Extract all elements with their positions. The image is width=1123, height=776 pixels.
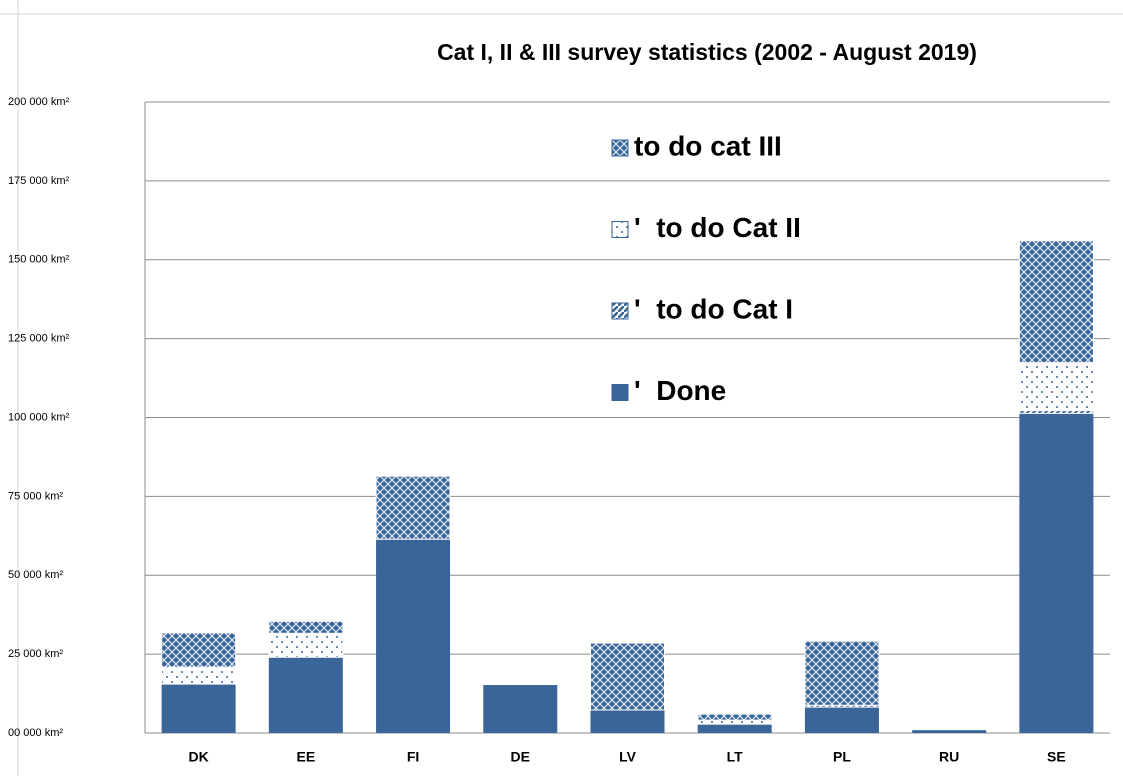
bar-segment — [1018, 240, 1094, 364]
legend-swatch — [611, 221, 629, 238]
x-tick-label: DK — [188, 749, 208, 765]
legend-swatch — [611, 384, 629, 401]
y-tick-label: 100 000 km² — [8, 411, 69, 423]
bar-segment — [697, 713, 773, 721]
y-tick-label: 200 000 km² — [8, 96, 69, 108]
x-tick-label: LT — [727, 749, 744, 765]
y-tick-label: 125 000 km² — [8, 333, 69, 345]
legend-label: to do cat III — [634, 130, 782, 161]
chart-title: Cat I, II & III survey statistics (2002 … — [437, 39, 977, 65]
legend-swatch — [611, 139, 629, 157]
bar-segment — [697, 719, 773, 725]
x-tick-label: LV — [619, 749, 637, 765]
bar-segment — [697, 724, 772, 733]
bar-segment — [268, 620, 344, 634]
bar-segment — [1019, 413, 1094, 733]
x-tick-label: RU — [939, 749, 959, 765]
x-tick-label: DE — [511, 749, 530, 765]
x-tick-label: PL — [833, 749, 851, 765]
y-tick-label: 75 000 km² — [8, 490, 63, 502]
legend-label: ' to do Cat I — [634, 293, 793, 324]
bar-segment — [804, 640, 880, 706]
y-tick-label: 175 000 km² — [8, 175, 69, 187]
bar-segment — [375, 475, 451, 540]
y-tick-label: 150 000 km² — [8, 254, 69, 266]
bar-segment — [268, 657, 343, 733]
bar-segment — [804, 707, 879, 733]
y-tick-label: 00 000 km² — [8, 727, 63, 739]
y-tick-label: 50 000 km² — [8, 569, 63, 581]
bar-segment — [161, 666, 237, 685]
bar-segment — [590, 642, 665, 711]
bar-segment — [161, 632, 237, 668]
x-tick-label: EE — [296, 749, 315, 765]
bar-segment — [912, 730, 987, 733]
bar-segment — [483, 685, 558, 733]
bar-segment — [376, 539, 451, 733]
bar-segment — [1018, 362, 1094, 412]
legend-label: ' Done — [634, 375, 726, 406]
bar-segment — [590, 709, 665, 733]
y-tick-label: 25 000 km² — [8, 648, 63, 660]
bar-segment — [161, 684, 236, 733]
legend-label: ' to do Cat II — [634, 212, 801, 243]
x-tick-label: FI — [407, 749, 419, 765]
bar-segment — [268, 632, 344, 658]
x-tick-label: SE — [1047, 749, 1066, 765]
legend-swatch — [611, 302, 629, 320]
